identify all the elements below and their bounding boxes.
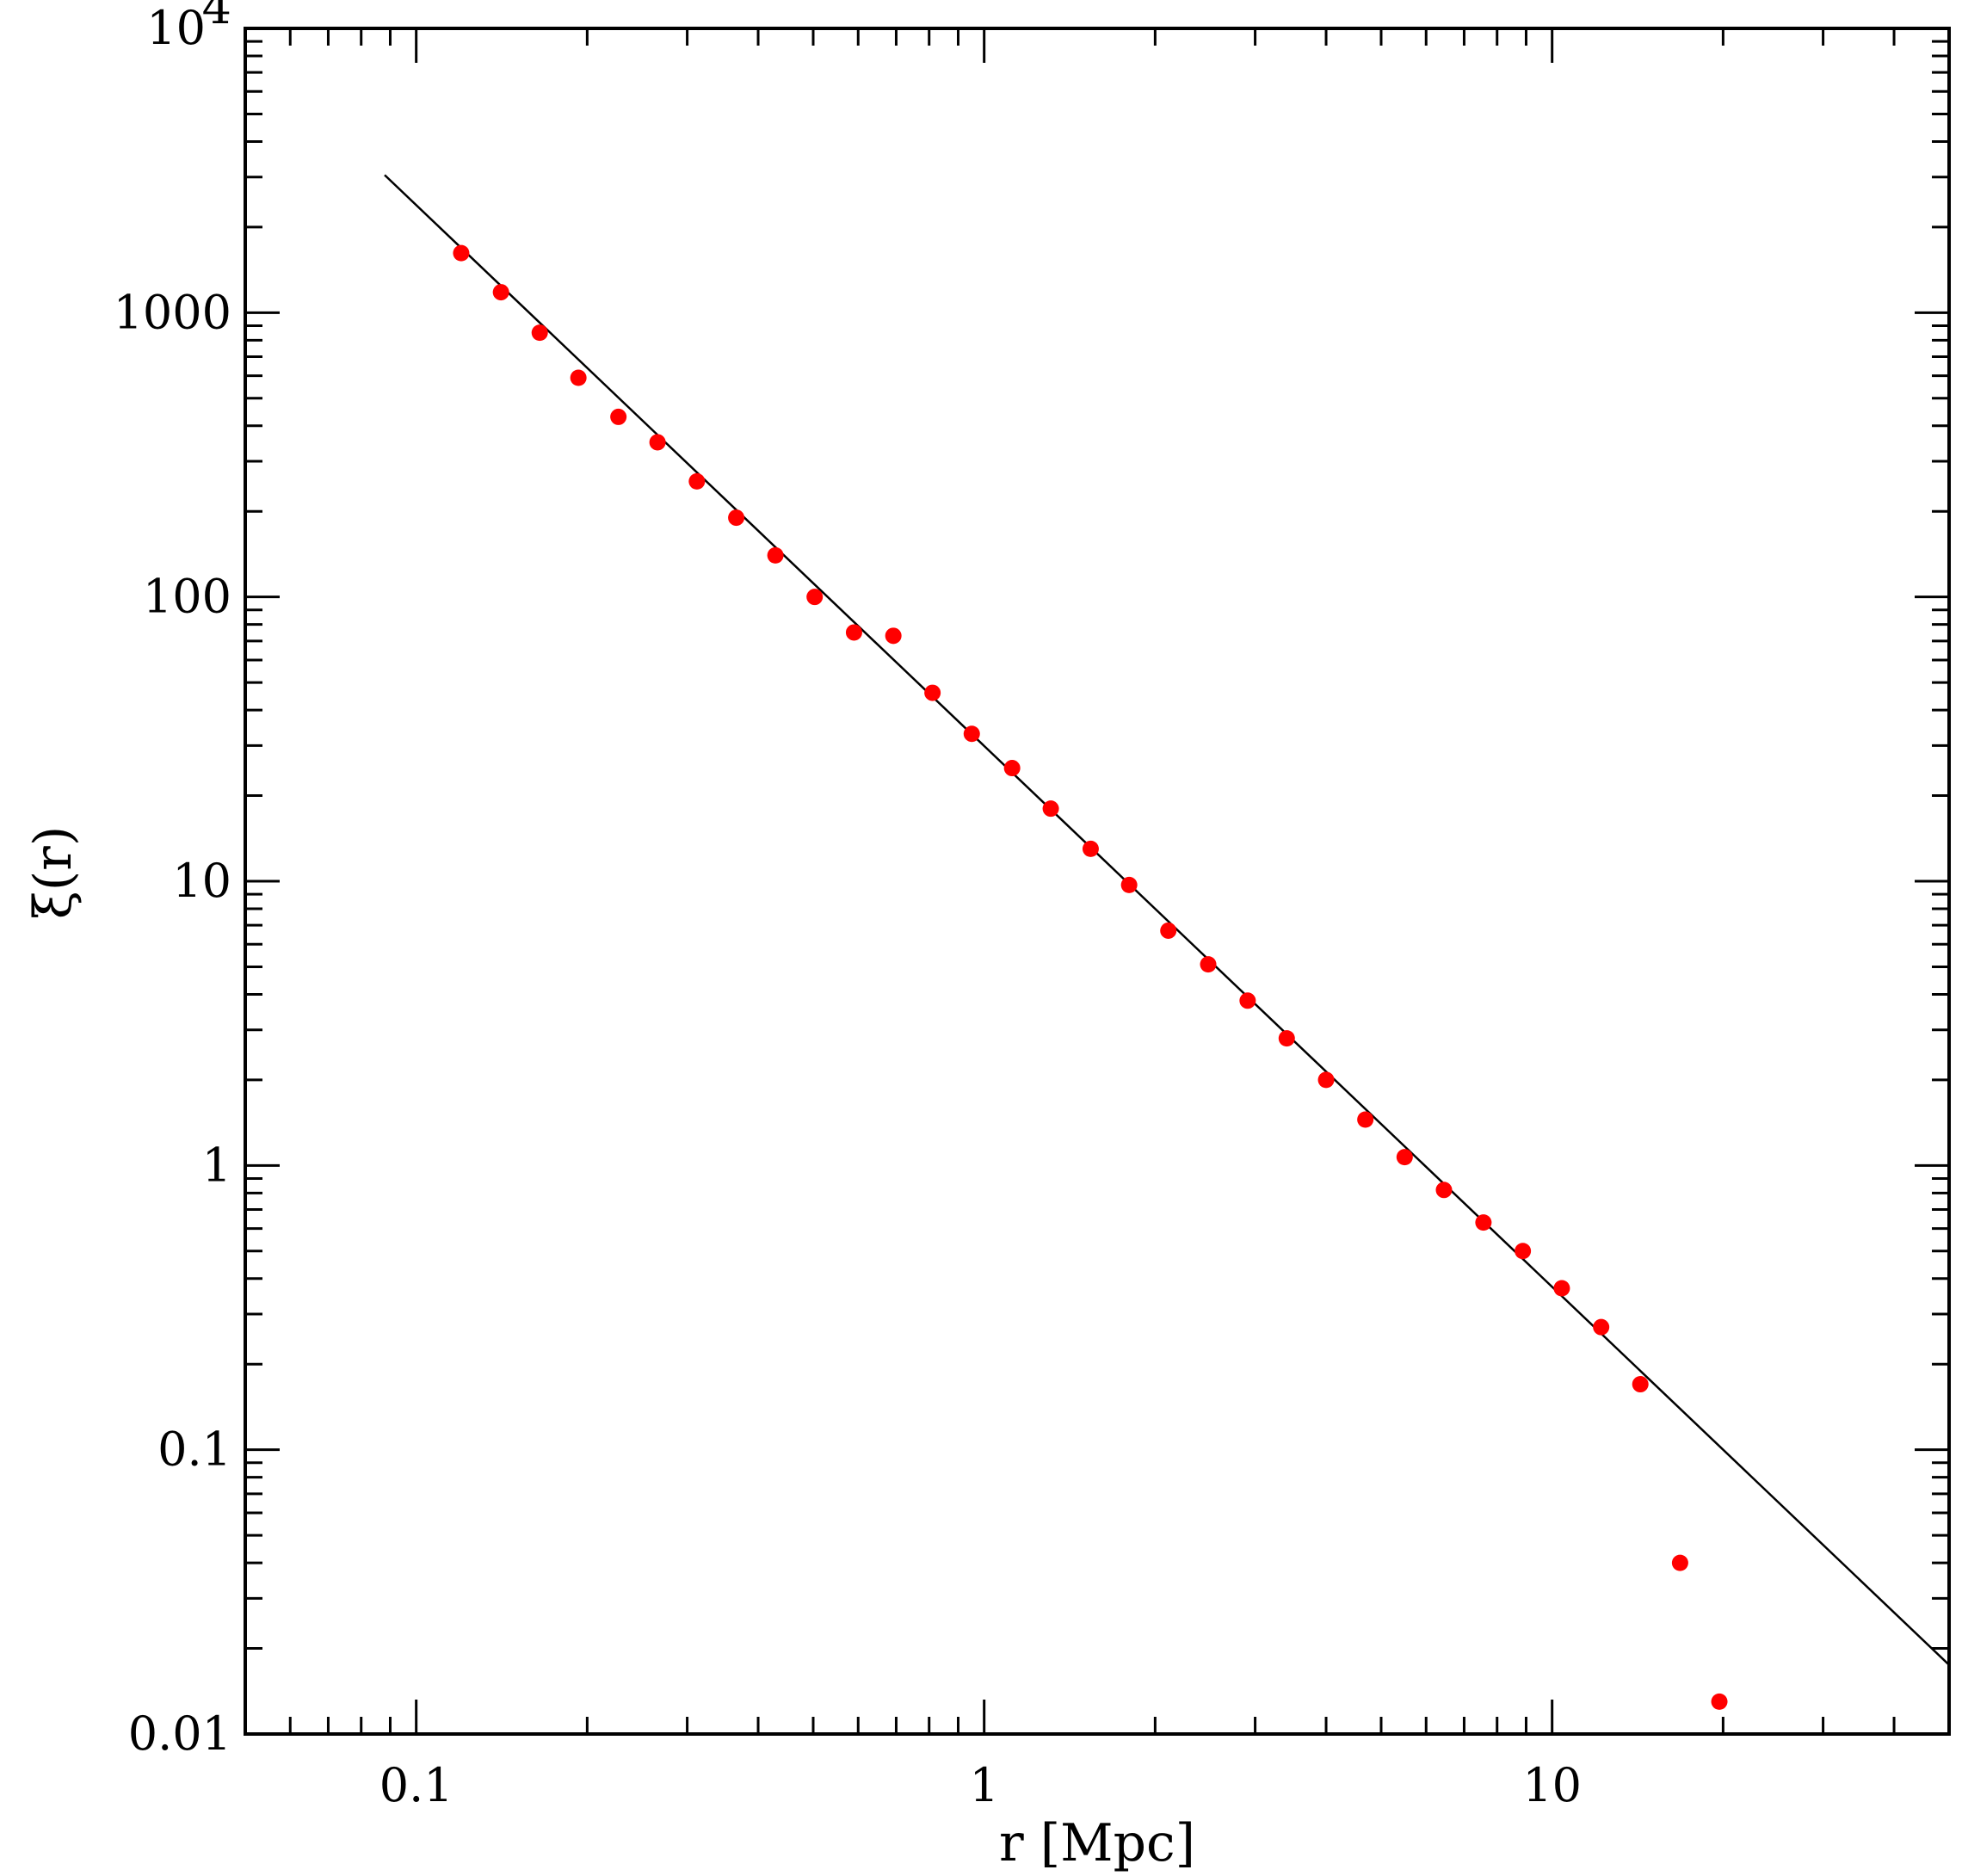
data-point bbox=[806, 589, 824, 606]
x-tick-label: 0.1 bbox=[379, 1758, 453, 1812]
y-tick-label: 100 bbox=[143, 570, 231, 624]
data-point bbox=[649, 434, 666, 451]
data-point bbox=[963, 725, 980, 743]
data-point bbox=[453, 244, 470, 262]
data-point bbox=[1082, 840, 1099, 857]
data-point bbox=[610, 408, 627, 425]
data-point bbox=[492, 284, 509, 301]
data-point bbox=[1042, 800, 1059, 818]
axis-ticks bbox=[244, 27, 1951, 1736]
data-point bbox=[767, 546, 784, 564]
x-tick-label: 1 bbox=[970, 1758, 999, 1812]
data-point bbox=[728, 509, 745, 527]
fit-line bbox=[384, 174, 1950, 1666]
y-axis-title: ξ(r) bbox=[23, 826, 83, 920]
data-point bbox=[1239, 992, 1256, 1009]
data-point bbox=[1003, 760, 1021, 777]
data-point bbox=[1593, 1318, 1610, 1336]
y-tick-label-exponent: 4 bbox=[202, 0, 231, 34]
fit-line-layer bbox=[384, 174, 1950, 1666]
data-point bbox=[1357, 1111, 1374, 1128]
y-tick-label: 10 bbox=[172, 854, 231, 908]
x-tick-labels: 0.1 1 10 bbox=[379, 1758, 1582, 1812]
data-point bbox=[924, 684, 941, 701]
data-point bbox=[1317, 1071, 1335, 1089]
y-tick-label: 1 bbox=[202, 1138, 231, 1192]
data-point bbox=[1200, 956, 1217, 973]
data-point bbox=[885, 627, 902, 645]
data-points-layer bbox=[453, 244, 1728, 1710]
data-point bbox=[531, 324, 548, 342]
data-point bbox=[1120, 876, 1138, 893]
data-point bbox=[1160, 922, 1177, 939]
data-point bbox=[1553, 1280, 1570, 1297]
data-point bbox=[1632, 1376, 1649, 1393]
x-tick-label: 10 bbox=[1522, 1758, 1582, 1812]
x-axis-title: r [Mpc] bbox=[999, 1813, 1195, 1873]
y-tick-label: 10 bbox=[146, 1, 206, 55]
data-point bbox=[845, 624, 862, 641]
y-tick-label: 0.01 bbox=[128, 1706, 231, 1761]
y-tick-label: 0.1 bbox=[157, 1422, 231, 1477]
data-point bbox=[1396, 1149, 1413, 1166]
data-point bbox=[1278, 1030, 1295, 1047]
data-point bbox=[688, 472, 706, 490]
data-point bbox=[570, 369, 587, 386]
data-point bbox=[1711, 1693, 1728, 1710]
data-point bbox=[1671, 1554, 1688, 1571]
data-point bbox=[1435, 1182, 1453, 1199]
y-tick-label: 1000 bbox=[114, 285, 231, 339]
data-point bbox=[1475, 1214, 1492, 1231]
data-point bbox=[1515, 1243, 1532, 1260]
plot-frame bbox=[244, 27, 1951, 1736]
